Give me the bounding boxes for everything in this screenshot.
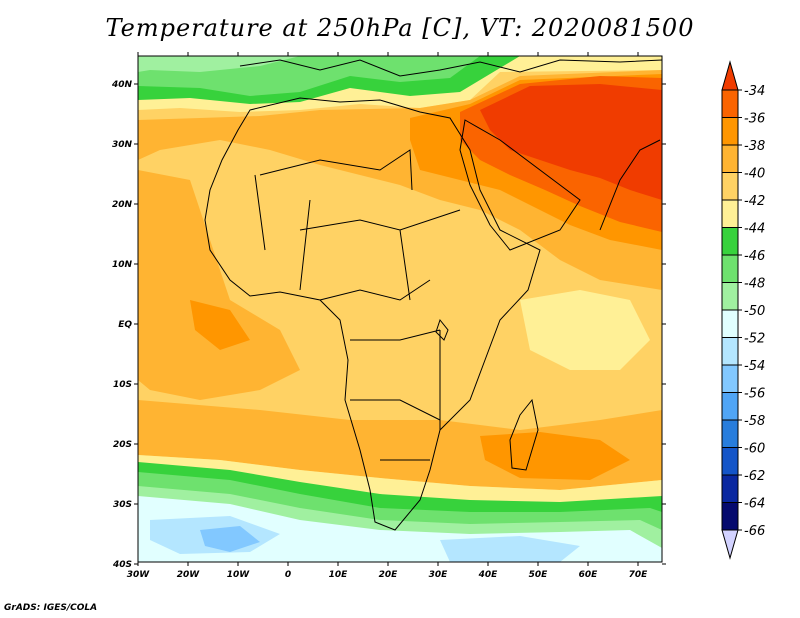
- lon-label-4: 10E: [329, 570, 349, 580]
- colorbar-segment-15: [721, 502, 739, 531]
- colorbar-segment-3: [721, 172, 739, 201]
- colorbar-segment-9: [721, 337, 739, 366]
- colorbar-segment-10: [721, 364, 739, 393]
- colorbar-label-6: -46: [744, 249, 765, 264]
- arabia-coast: [459, 119, 581, 251]
- colorbar-label-2: -38: [744, 139, 765, 154]
- lon-label-0: 30W: [127, 570, 151, 580]
- colorbar-label-16: -66: [744, 524, 765, 539]
- asia-coast: [599, 139, 661, 231]
- colorbar-segment-8: [721, 309, 739, 338]
- temperature-field: [138, 56, 662, 562]
- lat-label-0: 40N: [111, 80, 133, 90]
- map-frame: [137, 55, 663, 563]
- madagascar-coast: [509, 398, 539, 471]
- field-atlantic-40: [138, 170, 300, 400]
- lon-label-5: 20E: [379, 570, 399, 580]
- colorbar-segment-1: [721, 117, 739, 146]
- field-indian-44: [520, 290, 650, 370]
- country-borders: [254, 149, 461, 461]
- colorbar: -34 -36 -38 -40 -42 -44 -46 -48 -50 -52 -54 -56 -58 -…: [721, 60, 765, 560]
- lat-label-4: EQ: [118, 320, 132, 330]
- colorbar-label-3: -40: [744, 167, 765, 182]
- colorbar-label-14: -62: [744, 469, 765, 484]
- colorbar-label-11: -56: [744, 387, 765, 402]
- lat-label-6: 20S: [113, 440, 132, 450]
- axis-ticks: [134, 52, 666, 566]
- lon-label-2: 10W: [227, 570, 251, 580]
- field-warm-34: [480, 84, 662, 200]
- colorbar-segment-5: [721, 227, 739, 256]
- colorbar-label-13: -60: [744, 442, 765, 457]
- latitude-labels: 40N 30N 20N 10N EQ 10S 20S 30S 40S: [111, 80, 133, 570]
- colorbar-under-triangle: [721, 529, 739, 560]
- colorbar-label-10: -54: [744, 359, 765, 374]
- map-title: Temperature at 250hPa [C], VT: 202008150…: [105, 14, 695, 42]
- lat-label-1: 30N: [112, 140, 133, 150]
- field-south-56: [200, 526, 260, 552]
- colorbar-over-triangle: [721, 60, 739, 91]
- longitude-labels: 30W 20W 10W 0 10E 20E 30E 40E 50E 60E 70E: [127, 570, 648, 580]
- lat-label-3: 10N: [112, 260, 133, 270]
- europe-coast: [239, 59, 662, 77]
- credit-text: GrADS: IGES/COLA: [4, 603, 98, 613]
- lat-label-2: 20N: [112, 200, 133, 210]
- colorbar-label-15: -64: [744, 497, 765, 512]
- colorbar-label-5: -44: [744, 222, 765, 237]
- colorbar-segment-13: [721, 447, 739, 476]
- colorbar-segment-14: [721, 474, 739, 503]
- colorbar-segment-6: [721, 254, 739, 283]
- colorbar-label-1: -36: [744, 112, 765, 127]
- colorbar-segment-4: [721, 199, 739, 228]
- colorbar-label-0: -34: [744, 84, 765, 99]
- coastlines: [204, 59, 662, 531]
- lat-label-7: 30S: [113, 500, 132, 510]
- colorbar-label-8: -50: [744, 304, 765, 319]
- field-north-50: [138, 56, 300, 72]
- lat-label-5: 10S: [113, 380, 132, 390]
- africa-coast: [204, 97, 541, 531]
- lon-label-1: 20W: [177, 570, 201, 580]
- colorbar-label-9: -52: [744, 332, 765, 347]
- lon-label-9: 60E: [579, 570, 599, 580]
- colorbar-segment-2: [721, 144, 739, 173]
- colorbar-label-7: -48: [744, 277, 765, 292]
- lon-label-10: 70E: [629, 570, 649, 580]
- colorbar-segment-0: [721, 89, 739, 118]
- field-south-38: [480, 432, 630, 480]
- lon-label-7: 40E: [478, 570, 499, 580]
- colorbar-segment-12: [721, 419, 739, 448]
- colorbar-segment-11: [721, 392, 739, 421]
- field-south-54-b: [440, 536, 580, 562]
- colorbar-segment-7: [721, 282, 739, 311]
- lat-label-8: 40S: [112, 560, 132, 570]
- field-atlantic-38: [190, 300, 250, 350]
- colorbar-label-12: -58: [744, 414, 765, 429]
- lon-label-3: 0: [285, 570, 291, 580]
- lon-label-8: 50E: [529, 570, 549, 580]
- lon-label-6: 30E: [429, 570, 449, 580]
- colorbar-label-4: -42: [744, 194, 765, 209]
- lake-victoria: [435, 318, 449, 341]
